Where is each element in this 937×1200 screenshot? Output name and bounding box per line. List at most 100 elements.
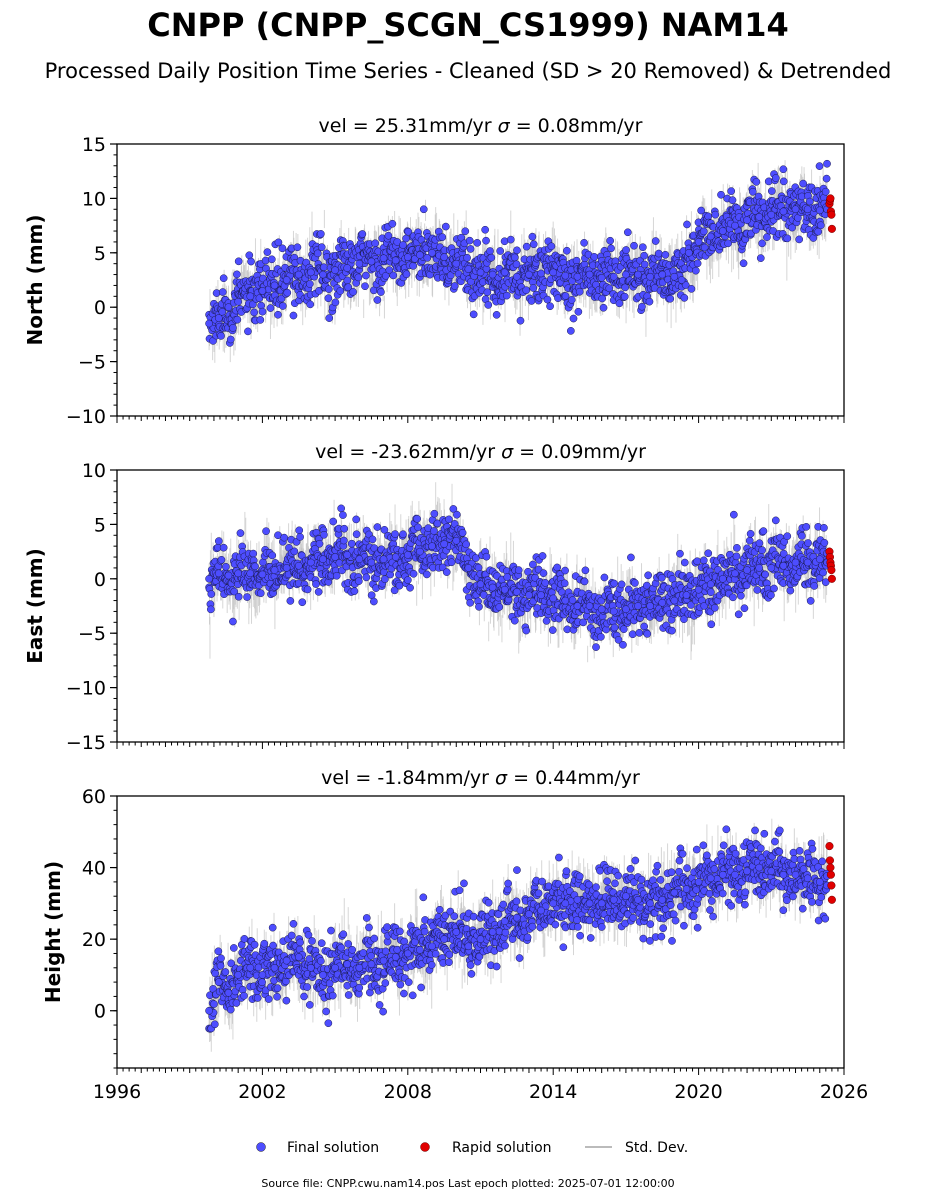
final-point xyxy=(640,260,649,269)
final-point xyxy=(377,288,385,296)
rapid-point xyxy=(826,194,835,203)
final-point xyxy=(233,270,241,279)
final-point xyxy=(368,535,377,544)
final-point xyxy=(312,580,320,588)
final-point xyxy=(369,597,378,606)
final-point xyxy=(230,587,239,596)
final-point xyxy=(388,219,397,228)
final-point xyxy=(402,270,411,279)
final-point xyxy=(261,256,270,265)
final-point xyxy=(529,284,538,292)
final-point xyxy=(219,543,228,552)
final-point xyxy=(214,537,223,545)
final-point xyxy=(296,533,304,541)
final-point xyxy=(339,511,347,519)
final-point xyxy=(274,238,283,247)
final-point xyxy=(361,282,369,291)
final-point xyxy=(391,530,399,538)
final-point xyxy=(256,589,265,598)
final-point xyxy=(779,177,788,186)
final-point xyxy=(217,332,225,340)
final-point xyxy=(329,517,338,526)
final-point xyxy=(409,261,418,270)
x-axis xyxy=(116,416,845,423)
final-point xyxy=(718,227,727,235)
final-point xyxy=(249,549,258,558)
panel-title-velocity: vel = 25.31mm/yr xyxy=(319,115,498,137)
panel-title-sigma-symbol: σ xyxy=(498,115,511,137)
final-point xyxy=(324,285,333,293)
final-point xyxy=(506,235,515,244)
final-point xyxy=(246,292,255,301)
final-point xyxy=(779,207,788,216)
final-point xyxy=(250,308,258,317)
final-point xyxy=(319,270,327,279)
plot-area xyxy=(205,159,836,363)
final-point xyxy=(694,238,703,246)
final-point xyxy=(314,588,323,596)
final-point xyxy=(791,205,800,214)
final-point xyxy=(355,259,364,268)
final-point xyxy=(413,514,421,523)
final-point xyxy=(371,239,380,248)
final-point xyxy=(403,253,412,262)
final-point xyxy=(270,281,279,290)
final-point xyxy=(469,310,478,319)
final-point xyxy=(283,288,292,297)
final-point xyxy=(546,302,554,311)
final-point xyxy=(685,248,693,257)
final-point xyxy=(823,159,831,168)
final-point xyxy=(303,585,312,594)
final-point xyxy=(406,583,414,592)
final-point xyxy=(680,294,689,302)
final-point xyxy=(513,246,521,255)
final-point xyxy=(547,242,556,251)
final-point xyxy=(752,178,761,186)
final-point xyxy=(399,241,407,249)
y-axis-label: East (mm) xyxy=(23,548,47,664)
final-point xyxy=(814,227,823,236)
final-point xyxy=(513,272,521,281)
final-point xyxy=(258,307,267,316)
y-axis: −10 −5 0 5 10 15 xyxy=(66,134,117,428)
final-point xyxy=(739,259,748,268)
final-point xyxy=(585,270,594,279)
final-point xyxy=(343,276,352,285)
final-point xyxy=(651,237,660,245)
panels: vel = 25.31mm/yr σ = 0.08mm/yr North (mm)… xyxy=(23,115,868,1103)
final-point xyxy=(783,234,792,243)
final-point xyxy=(331,266,339,275)
final-point xyxy=(294,270,303,279)
final-point xyxy=(354,273,363,282)
final-point xyxy=(528,232,537,241)
final-point xyxy=(466,245,475,253)
final-point xyxy=(217,556,226,564)
final-point xyxy=(332,571,341,580)
final-point xyxy=(205,319,213,328)
final-point xyxy=(638,243,647,252)
y-tick-label: 15 xyxy=(82,134,106,156)
final-point xyxy=(561,271,570,280)
final-point xyxy=(711,210,720,219)
final-point xyxy=(758,239,766,248)
final-point xyxy=(244,327,252,336)
final-point xyxy=(282,276,291,284)
final-point xyxy=(630,241,638,250)
final-point xyxy=(724,239,732,248)
final-point xyxy=(822,174,831,183)
final-point xyxy=(399,530,407,539)
final-point xyxy=(258,287,267,295)
final-point xyxy=(433,519,442,528)
final-point xyxy=(482,236,490,245)
final-point xyxy=(537,269,545,278)
final-point xyxy=(622,246,630,254)
final-point xyxy=(634,270,642,279)
final-point xyxy=(661,250,670,259)
final-point xyxy=(473,239,482,247)
panel-title-velocity: vel = -23.62mm/yr xyxy=(315,441,501,463)
final-point xyxy=(438,233,447,241)
final-point xyxy=(293,243,302,252)
final-point xyxy=(263,248,272,256)
final-point xyxy=(441,222,450,231)
final-point xyxy=(422,570,431,579)
